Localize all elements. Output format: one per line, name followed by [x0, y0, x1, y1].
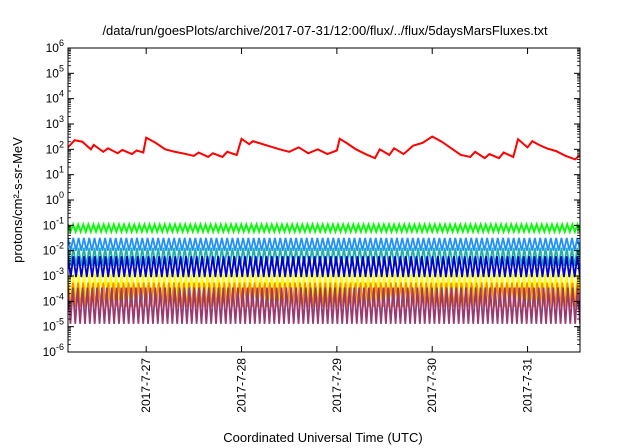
y-tick-label: 10-6	[43, 342, 64, 359]
x-tick-label: 2017-7-29	[330, 358, 344, 413]
y-tick-label: 104	[46, 89, 64, 106]
series-line-1	[68, 135, 580, 161]
y-tick-label: 10-1	[43, 215, 64, 232]
y-tick-label: 10-3	[43, 266, 64, 283]
y-axis-label: protons/cm²-s-sr-MeV	[10, 137, 25, 263]
y-tick-label: 10-4	[43, 291, 64, 308]
series-line-3	[68, 237, 580, 251]
series-line-5	[68, 256, 580, 278]
y-tick-label: 103	[46, 114, 64, 131]
y-tick-label: 101	[46, 165, 64, 182]
chart-title: /data/run/goesPlots/archive/2017-07-31/1…	[102, 23, 548, 38]
y-tick-label: 106	[46, 38, 64, 55]
x-axis-label: Coordinated Universal Time (UTC)	[223, 430, 422, 445]
x-tick-label: 2017-7-27	[139, 358, 153, 413]
series-line-4	[68, 247, 580, 267]
y-tick-label: 100	[46, 190, 64, 207]
y-tick-label: 102	[46, 139, 64, 156]
series-line-8	[68, 287, 580, 324]
x-tick-label: 2017-7-28	[235, 358, 249, 413]
y-tick-label: 10-2	[43, 241, 64, 258]
series-layer	[68, 135, 580, 324]
series-line-2	[68, 221, 580, 235]
y-tick-label: 105	[46, 63, 64, 80]
x-tick-label: 2017-7-31	[521, 358, 535, 413]
x-tick-label: 2017-7-30	[425, 358, 439, 413]
y-tick-label: 10-5	[43, 317, 64, 334]
